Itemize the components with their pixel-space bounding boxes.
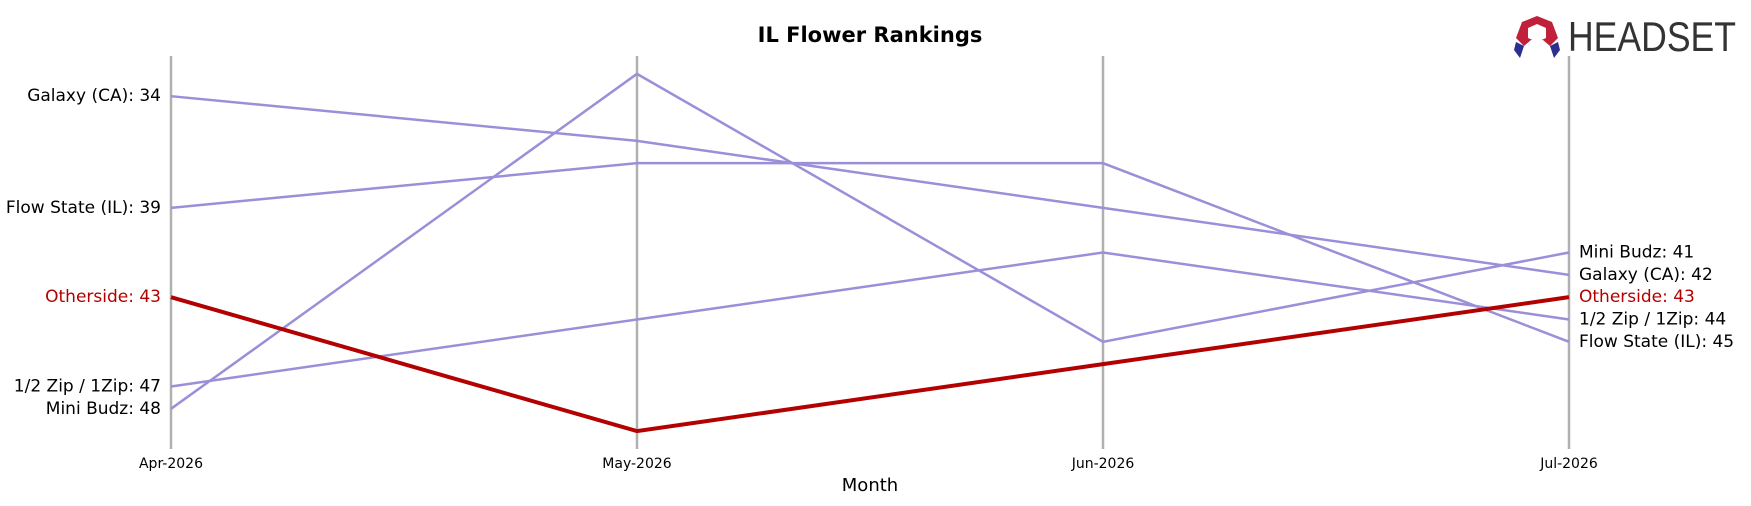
series-line [170,94,1570,277]
value-label: Otherside: 43 [1579,287,1695,307]
value-label: Mini Budz: 48 [46,399,161,419]
value-label: Galaxy (CA): 42 [1579,265,1713,285]
logo-icon-part [1550,42,1560,58]
value-label: Galaxy (CA): 34 [27,86,161,106]
series-line [170,251,1570,388]
value-label: Mini Budz: 41 [1579,243,1694,263]
x-axis-label: Month [842,475,898,496]
series-line [170,295,1570,434]
value-label: Flow State (IL): 45 [1579,332,1734,352]
logo-text: HEADSET [1568,13,1736,60]
value-label: 1/2 Zip / 1Zip: 44 [1579,309,1726,329]
series-line [170,161,1570,343]
value-label: 1/2 Zip / 1Zip: 47 [14,376,161,396]
x-tick-label: May-2026 [602,456,671,472]
x-tick-label: Jul-2026 [1539,456,1598,472]
logo-icon-hole [1528,24,1546,42]
x-tick-label: Apr-2026 [139,456,203,472]
chart-title: IL Flower Rankings [758,23,983,47]
logo: HEADSET [1514,13,1736,60]
logo-icon-part [1514,42,1524,58]
value-label: Flow State (IL): 39 [6,198,161,218]
x-tick-label: Jun-2026 [1071,456,1135,472]
value-label: Otherside: 43 [45,287,161,307]
series-line [170,72,1570,410]
